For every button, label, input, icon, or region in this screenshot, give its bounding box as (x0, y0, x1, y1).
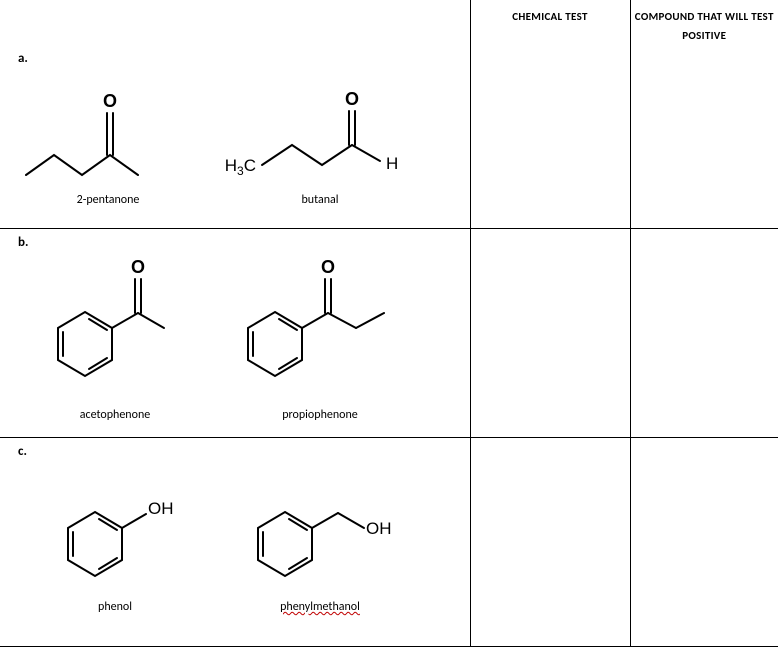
row-b-test (470, 228, 630, 437)
compound-phenylmethanol-label: phenylmethanol (230, 600, 410, 614)
row-b-positive (630, 228, 778, 437)
row-a-test (470, 45, 630, 229)
svg-text:H3C: H3C (225, 156, 256, 178)
svg-text:H: H (386, 154, 398, 173)
compound-butanal-label: butanal (210, 193, 430, 207)
svg-text:OH: OH (148, 499, 174, 518)
butanal-structure: O H3C H (210, 87, 420, 187)
header-positive: COMPOUND THAT WILL TEST POSITIVE (630, 0, 778, 45)
pentanone-structure: O (18, 87, 178, 187)
compound-propiophenone: O propiophenone (220, 257, 420, 422)
row-c-label: c. (0, 438, 470, 459)
header-empty (0, 0, 470, 45)
compound-acetophenone-label: acetophenone (30, 408, 200, 422)
compound-phenol-label: phenol (40, 600, 190, 614)
compound-acetophenone: O acetophenone (30, 257, 200, 422)
row-b-label: b. (0, 229, 470, 250)
row-c-test (470, 437, 630, 646)
header-row: CHEMICAL TEST COMPOUND THAT WILL TEST PO… (0, 0, 778, 45)
compound-2-pentanone-label: 2-pentanone (18, 193, 198, 207)
phenylmethanol-structure: OH (230, 464, 400, 594)
acetophenone-structure: O (30, 257, 180, 402)
compound-2-pentanone: O 2-pentanone (18, 87, 198, 207)
svg-text:O: O (321, 257, 335, 277)
row-a-label: a. (0, 45, 470, 66)
compound-phenylmethanol: OH phenylmethanol (230, 464, 410, 614)
row-a: a. O 2-pentanone (0, 45, 778, 229)
header-positive-label: COMPOUND THAT WILL TEST POSITIVE (635, 10, 774, 42)
phenol-structure: OH (40, 464, 180, 594)
svg-text:O: O (345, 89, 359, 109)
propiophenone-structure: O (220, 257, 410, 402)
row-c: c. OH phenol (0, 437, 778, 646)
header-chemical-test: CHEMICAL TEST (470, 0, 630, 45)
row-c-compounds: c. OH phenol (0, 437, 470, 646)
svg-text:O: O (103, 91, 117, 111)
row-a-positive (630, 45, 778, 229)
compound-butanal: O H3C H butanal (210, 87, 430, 207)
main-table: CHEMICAL TEST COMPOUND THAT WILL TEST PO… (0, 0, 778, 647)
row-b-compounds: b. (0, 228, 470, 437)
row-c-positive (630, 437, 778, 646)
worksheet-table: CHEMICAL TEST COMPOUND THAT WILL TEST PO… (0, 0, 778, 647)
compound-phenol: OH phenol (40, 464, 190, 614)
svg-text:O: O (131, 257, 145, 277)
header-chemical-test-label: CHEMICAL TEST (512, 10, 587, 23)
svg-text:OH: OH (366, 519, 392, 538)
compound-propiophenone-label: propiophenone (220, 408, 420, 422)
row-a-compounds: a. O 2-pentanone (0, 45, 470, 229)
row-b: b. (0, 228, 778, 437)
